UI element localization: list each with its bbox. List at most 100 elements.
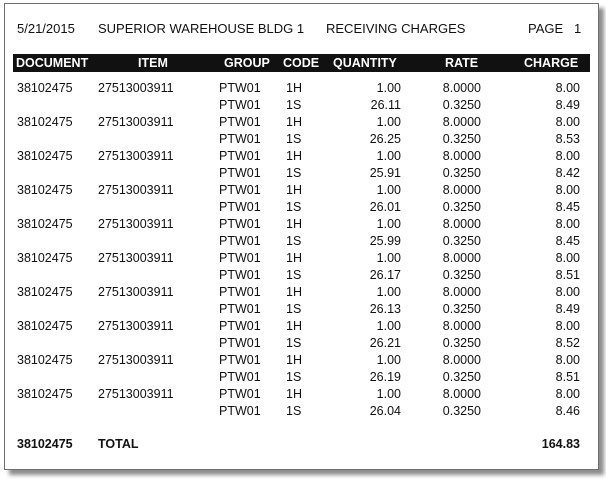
cell-rate: 8.0000 bbox=[442, 285, 481, 299]
column-header-code: CODE bbox=[283, 56, 320, 70]
table-row: 38102475 27513003911 PTW01 1H 1.00 8.0000 8.00 bbox=[5, 217, 598, 234]
cell-rate: 8.0000 bbox=[442, 149, 481, 163]
total-row: 38102475 TOTAL 164.83 bbox=[5, 437, 598, 454]
table-row: PTW01 1S 26.11 0.3250 8.49 bbox=[5, 98, 598, 115]
cell-quantity: 1.00 bbox=[376, 115, 401, 129]
cell-quantity: 1.00 bbox=[376, 149, 401, 163]
cell-group: PTW01 bbox=[219, 336, 261, 350]
cell-item: 27513003911 bbox=[98, 285, 174, 299]
cell-rate: 8.0000 bbox=[442, 183, 481, 197]
cell-quantity: 1.00 bbox=[376, 387, 401, 401]
cell-rate: 0.3250 bbox=[442, 98, 481, 112]
report-date: 5/21/2015 bbox=[17, 21, 75, 36]
cell-code: 1S bbox=[286, 166, 302, 180]
column-header-quantity: QUANTITY bbox=[333, 56, 397, 70]
cell-code: 1H bbox=[286, 319, 302, 333]
cell-charge: 8.49 bbox=[555, 98, 580, 112]
cell-rate: 0.3250 bbox=[442, 302, 481, 316]
cell-code: 1S bbox=[286, 132, 302, 146]
cell-group: PTW01 bbox=[219, 387, 261, 401]
cell-item: 27513003911 bbox=[98, 183, 174, 197]
cell-code: 1H bbox=[286, 387, 302, 401]
cell-group: PTW01 bbox=[219, 302, 261, 316]
cell-charge: 8.49 bbox=[555, 302, 580, 316]
table-row: PTW01 1S 26.25 0.3250 8.53 bbox=[5, 132, 598, 149]
cell-item: 27513003911 bbox=[98, 81, 174, 95]
cell-group: PTW01 bbox=[219, 132, 261, 146]
table-row: PTW01 1S 26.17 0.3250 8.51 bbox=[5, 268, 598, 285]
page-label: PAGE bbox=[528, 21, 564, 36]
cell-quantity: 1.00 bbox=[376, 251, 401, 265]
cell-code: 1H bbox=[286, 353, 302, 367]
cell-rate: 0.3250 bbox=[442, 404, 481, 418]
cell-charge: 8.00 bbox=[555, 387, 580, 401]
cell-charge: 8.46 bbox=[555, 404, 580, 418]
cell-rate: 8.0000 bbox=[442, 217, 481, 231]
cell-document: 38102475 bbox=[17, 387, 73, 401]
cell-item: 27513003911 bbox=[98, 217, 174, 231]
cell-charge: 8.00 bbox=[555, 217, 580, 231]
cell-rate: 0.3250 bbox=[442, 336, 481, 350]
cell-charge: 8.53 bbox=[555, 132, 580, 146]
cell-document: 38102475 bbox=[17, 319, 73, 333]
column-header-bar: DOCUMENT ITEM GROUP CODE QUANTITY RATE C… bbox=[13, 54, 590, 72]
cell-quantity: 26.01 bbox=[369, 200, 401, 214]
cell-document: 38102475 bbox=[17, 149, 73, 163]
table-row: PTW01 1S 26.21 0.3250 8.52 bbox=[5, 336, 598, 353]
page-number: 1 bbox=[574, 21, 582, 36]
cell-document: 38102475 bbox=[17, 251, 73, 265]
cell-code: 1H bbox=[286, 217, 302, 231]
cell-rate: 8.0000 bbox=[442, 251, 481, 265]
cell-rate: 8.0000 bbox=[442, 353, 481, 367]
cell-quantity: 26.11 bbox=[370, 98, 401, 112]
cell-code: 1H bbox=[286, 149, 302, 163]
cell-rate: 8.0000 bbox=[442, 319, 481, 333]
cell-group: PTW01 bbox=[219, 251, 261, 265]
column-header-item: ITEM bbox=[138, 56, 168, 70]
cell-charge: 8.51 bbox=[555, 268, 580, 282]
cell-rate: 0.3250 bbox=[442, 166, 481, 180]
cell-quantity: 1.00 bbox=[376, 353, 401, 367]
cell-charge: 8.52 bbox=[555, 336, 580, 350]
cell-group: PTW01 bbox=[219, 404, 261, 418]
cell-item: 27513003911 bbox=[98, 149, 174, 163]
cell-code: 1S bbox=[286, 98, 302, 112]
table-row: 38102475 27513003911 PTW01 1H 1.00 8.0000 8.00 bbox=[5, 387, 598, 404]
cell-code: 1S bbox=[286, 302, 302, 316]
total-charge: 164.83 bbox=[541, 437, 580, 451]
table-row: 38102475 27513003911 PTW01 1H 1.00 8.0000 8.00 bbox=[5, 115, 598, 132]
table-row: 38102475 27513003911 PTW01 1H 1.00 8.0000 8.00 bbox=[5, 149, 598, 166]
cell-code: 1S bbox=[286, 370, 302, 384]
table-row: PTW01 1S 26.04 0.3250 8.46 bbox=[5, 404, 598, 421]
cell-charge: 8.00 bbox=[555, 115, 580, 129]
cell-code: 1H bbox=[286, 115, 302, 129]
cell-code: 1H bbox=[286, 251, 302, 265]
cell-charge: 8.00 bbox=[555, 251, 580, 265]
cell-item: 27513003911 bbox=[98, 353, 174, 367]
table-row: 38102475 27513003911 PTW01 1H 1.00 8.0000 8.00 bbox=[5, 353, 598, 370]
cell-charge: 8.00 bbox=[555, 149, 580, 163]
table-row: PTW01 1S 25.99 0.3250 8.45 bbox=[5, 234, 598, 251]
cell-document: 38102475 bbox=[17, 217, 73, 231]
cell-quantity: 1.00 bbox=[376, 285, 401, 299]
cell-rate: 8.0000 bbox=[442, 115, 481, 129]
cell-rate: 0.3250 bbox=[442, 200, 481, 214]
cell-rate: 0.3250 bbox=[442, 370, 481, 384]
cell-charge: 8.00 bbox=[555, 353, 580, 367]
cell-group: PTW01 bbox=[219, 81, 261, 95]
cell-charge: 8.00 bbox=[555, 183, 580, 197]
cell-quantity: 26.13 bbox=[369, 302, 401, 316]
cell-group: PTW01 bbox=[219, 98, 261, 112]
cell-quantity: 26.04 bbox=[369, 404, 401, 418]
column-header-charge: CHARGE bbox=[524, 56, 579, 70]
cell-code: 1S bbox=[286, 234, 302, 248]
cell-charge: 8.00 bbox=[555, 81, 580, 95]
cell-quantity: 1.00 bbox=[376, 183, 401, 197]
cell-charge: 8.45 bbox=[555, 234, 580, 248]
cell-charge: 8.42 bbox=[555, 166, 580, 180]
report-title: RECEIVING CHARGES bbox=[326, 21, 466, 36]
report-page: 5/21/2015 SUPERIOR WAREHOUSE BLDG 1 RECE… bbox=[4, 3, 599, 470]
table-row: 38102475 27513003911 PTW01 1H 1.00 8.0000 8.00 bbox=[5, 81, 598, 98]
total-document: 38102475 bbox=[17, 437, 73, 451]
cell-group: PTW01 bbox=[219, 370, 261, 384]
